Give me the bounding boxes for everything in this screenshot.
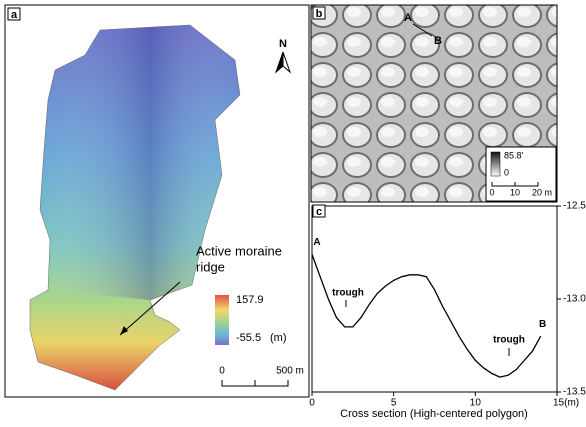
annotation: ridge — [196, 259, 225, 274]
colorbar-label: 0 — [504, 167, 509, 177]
y-tick-label: -13.5 — [563, 387, 586, 398]
point-label: A — [404, 12, 412, 24]
x-axis-label: Cross section (High-centered polygon) — [340, 408, 528, 420]
annotation: A — [313, 237, 320, 248]
scalebar-label: 10 — [510, 187, 520, 197]
north-label: N — [279, 38, 287, 50]
colorbar-label: 157.9 — [236, 294, 264, 306]
panel-label: c — [316, 206, 322, 218]
scalebar-label: 0 — [489, 187, 494, 197]
y-tick-label: -12.5 — [563, 201, 586, 212]
annotation: trough — [493, 335, 525, 346]
colorbar — [215, 295, 229, 345]
figure: a N Active moraine ridge 157.9 -55.5 (m)… — [0, 0, 586, 422]
scalebar-label: 500 m — [276, 366, 304, 377]
colorbar-unit: (m) — [270, 332, 287, 344]
colorbar — [491, 152, 500, 176]
scalebar-label: 20 m — [532, 187, 552, 197]
point-label: B — [434, 35, 442, 47]
x-tick-label: 0 — [309, 398, 315, 409]
colorbar-label: -55.5 — [236, 332, 261, 344]
panel-label: a — [11, 9, 18, 21]
x-tick-label: 15(m) — [553, 398, 579, 409]
annotation: Active moraine — [196, 243, 282, 258]
panel-label: b — [316, 8, 323, 20]
scalebar-label: 0 — [219, 366, 225, 377]
x-tick-label: 5 — [391, 398, 397, 409]
colorbar-label: 85.8' — [504, 150, 524, 160]
x-tick-label: 10 — [470, 398, 482, 409]
annotation: B — [539, 319, 546, 330]
y-tick-label: -13.0 — [563, 294, 586, 305]
annotation: trough — [332, 288, 364, 299]
